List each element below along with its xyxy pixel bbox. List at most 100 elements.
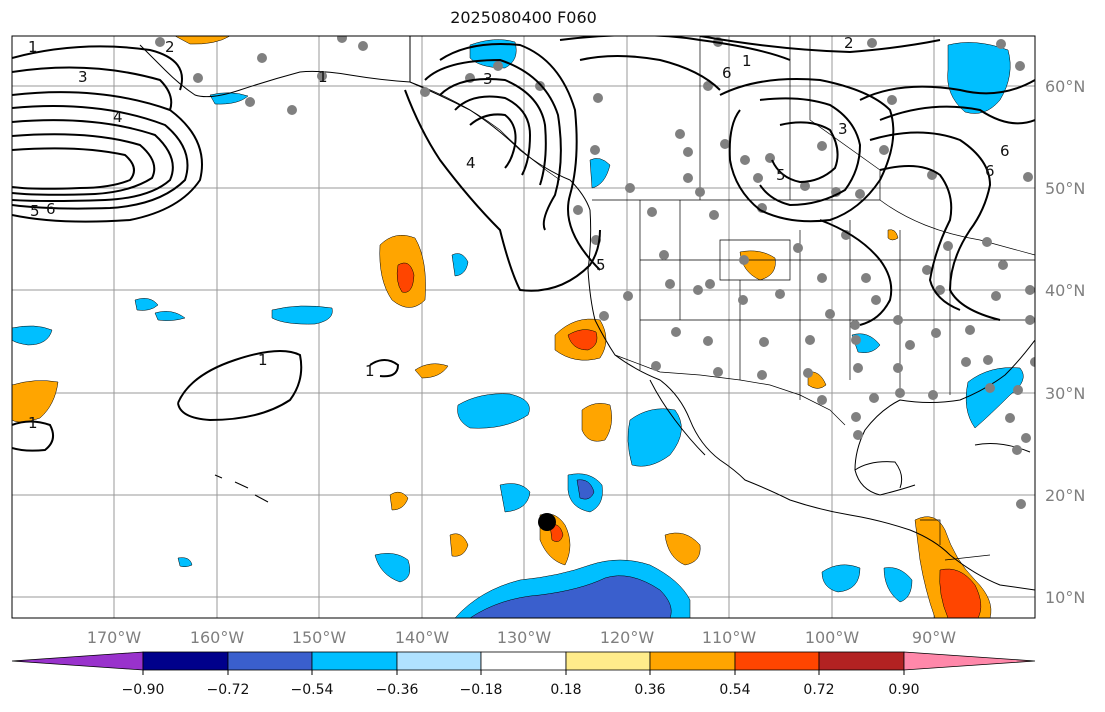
lon-label: 110°W: [702, 628, 757, 647]
colorbar-extend-high: [903, 651, 1036, 671]
lon-label: 140°W: [395, 628, 450, 647]
warm-anomaly-core: [396, 262, 415, 293]
lat-label: 50°N: [1045, 179, 1085, 198]
longitude-labels: 170°W 160°W 150°W 140°W 130°W 120°W 110°…: [87, 628, 956, 647]
svg-text:6: 6: [46, 200, 56, 218]
lon-label: 100°W: [805, 628, 860, 647]
central-america-borders: [920, 519, 991, 561]
colorbar-segment: [396, 651, 482, 671]
cool-anomaly-core: [469, 575, 672, 618]
lon-label: 170°W: [87, 628, 142, 647]
warm-anomaly: [664, 532, 701, 566]
colorbar-ticks: [142, 670, 905, 675]
svg-text:1: 1: [28, 38, 38, 56]
colorbar-segment: [227, 651, 313, 671]
svg-text:6: 6: [722, 64, 732, 82]
cool-anomaly-core: [576, 479, 595, 500]
cool-anomaly: [12, 325, 53, 346]
lat-label: 20°N: [1045, 486, 1085, 505]
alaska-canada-border: [409, 36, 561, 181]
coastline-yucatan: [854, 461, 903, 489]
coastline-baja: [649, 379, 706, 456]
lat-label: 40°N: [1045, 281, 1085, 300]
colorbar-tick-label: 0.90: [888, 682, 919, 698]
warm-anomaly-core: [939, 568, 982, 618]
svg-text:1: 1: [258, 351, 268, 369]
colorbar-tick-label: 0.36: [634, 682, 665, 698]
lat-label: 30°N: [1045, 384, 1085, 403]
svg-text:5: 5: [30, 202, 40, 220]
svg-text:1: 1: [365, 362, 375, 380]
colorbar-extend-low: [11, 651, 144, 671]
coastline-cuba: [974, 443, 1031, 453]
svg-text:5: 5: [776, 166, 786, 184]
shaded-field: [12, 36, 1024, 618]
cool-anomaly: [271, 305, 333, 325]
colorbar-segment: [142, 651, 229, 671]
lon-label: 120°W: [600, 628, 655, 647]
colorbar-tick-label: −0.36: [376, 682, 419, 698]
svg-text:1: 1: [318, 68, 328, 86]
svg-text:1: 1: [28, 414, 38, 432]
cool-anomaly: [154, 311, 186, 321]
warm-anomaly: [449, 533, 469, 557]
svg-text:3: 3: [483, 70, 493, 88]
location-marker: [538, 513, 556, 531]
coastlines: [139, 36, 1035, 591]
colorbar-tick-label: −0.54: [291, 682, 334, 698]
us-canada-border: [592, 199, 1035, 256]
us-states: [639, 200, 1035, 400]
cool-anomaly: [589, 158, 611, 189]
colorbar-tick-label: 0.54: [719, 682, 750, 698]
map-title: 2025080400 F060: [450, 8, 597, 27]
warm-anomaly: [739, 250, 776, 281]
colorbar-segment: [311, 651, 398, 671]
lat-label: 60°N: [1045, 77, 1085, 96]
cool-anomaly: [821, 564, 861, 593]
svg-text:6: 6: [985, 162, 995, 180]
cool-anomaly: [177, 557, 193, 568]
cool-anomaly: [457, 393, 530, 429]
latitude-labels: 60°N 50°N 40°N 30°N 20°N 10°N: [1045, 77, 1085, 607]
lon-label: 150°W: [292, 628, 347, 647]
warm-anomaly: [389, 491, 409, 511]
svg-text:3: 3: [838, 120, 848, 138]
lon-label: 160°W: [190, 628, 245, 647]
warm-anomaly-core: [567, 329, 598, 351]
cool-anomaly: [374, 553, 410, 583]
colorbar-segment: [565, 651, 651, 671]
cool-anomaly: [883, 567, 913, 603]
svg-text:4: 4: [113, 108, 123, 126]
colorbar-labels: −0.90 −0.72 −0.54 −0.36 −0.18 0.18 0.36 …: [122, 682, 920, 698]
colorbar-segment: [818, 651, 905, 671]
canada-provinces: [699, 36, 881, 200]
station-dots: [155, 36, 1035, 509]
colorbar: [11, 651, 1036, 671]
colorbar-tick-label: −0.90: [122, 682, 165, 698]
lat-label: 10°N: [1045, 588, 1085, 607]
svg-text:5: 5: [596, 256, 606, 274]
us-mexico-border: [614, 354, 846, 426]
svg-text:3: 3: [78, 68, 88, 86]
svg-text:2: 2: [844, 34, 854, 52]
colorbar-tick-label: 0.18: [550, 682, 581, 698]
colorbar-segment: [649, 651, 736, 671]
contour-lines: [12, 36, 1035, 452]
warm-anomaly: [887, 229, 899, 241]
colorbar-segment: [734, 651, 820, 671]
contour-labels: 1 2 3 4 5 6 1 3 4 5 6 1 2 3 5 6 6 1 1 1: [28, 34, 1010, 432]
cool-anomaly: [451, 253, 469, 277]
colorbar-tick-label: −0.18: [460, 682, 503, 698]
svg-text:2: 2: [165, 38, 175, 56]
svg-text:6: 6: [1000, 142, 1010, 160]
coastline-north-america: [409, 36, 1035, 591]
coastline-alaska: [139, 44, 411, 98]
warm-anomaly: [414, 363, 449, 379]
cool-anomaly: [947, 42, 1011, 114]
cool-anomaly: [627, 408, 682, 467]
colorbar-segment: [480, 651, 567, 671]
svg-text:4: 4: [466, 154, 476, 172]
cool-anomaly: [499, 483, 531, 513]
colorbar-tick-label: 0.72: [803, 682, 834, 698]
